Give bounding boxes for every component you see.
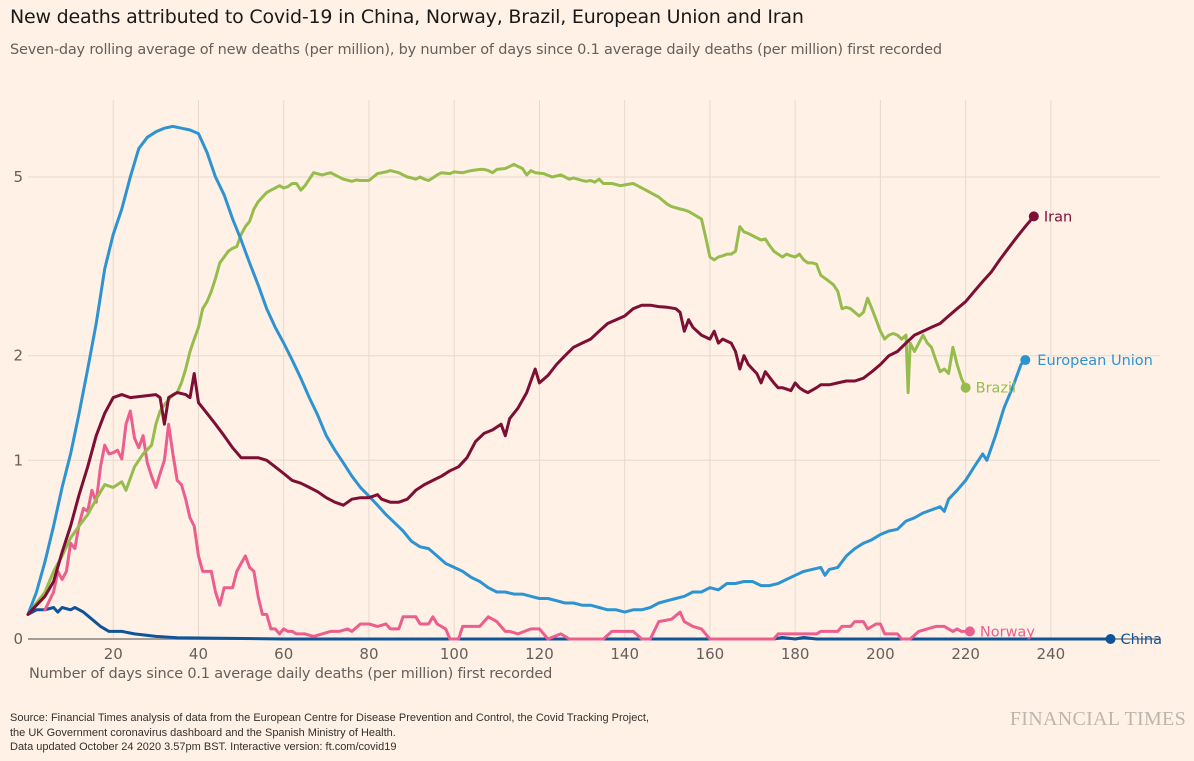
y-axis-ticks: 0 1 2 5 xyxy=(13,168,23,648)
series-end-dot-european-union xyxy=(1020,355,1031,366)
series-end-dot-brazil xyxy=(960,382,971,393)
x-tick-label: 140 xyxy=(610,645,639,663)
source-line-1: Source: Financial Times analysis of data… xyxy=(10,712,649,724)
source-line-3: Data updated October 24 2020 3.57pm BST.… xyxy=(10,741,397,753)
series-line-brazil xyxy=(26,162,968,616)
x-axis-title: Number of days since 0.1 average daily d… xyxy=(29,666,553,682)
series-end-dot-norway xyxy=(964,626,975,637)
series-label-norway: Norway xyxy=(980,624,1035,640)
x-tick-label: 60 xyxy=(274,645,293,663)
x-tick-label: 220 xyxy=(951,645,980,663)
series-end-dot-china xyxy=(1105,634,1116,644)
series-lines xyxy=(26,124,1112,641)
source-line-2: the UK Government coronavirus dashboard … xyxy=(10,726,396,739)
series-label-european-union: European Union xyxy=(1037,353,1153,369)
series-end-labels: China Norway Brazil European Union Iran xyxy=(960,209,1162,648)
x-tick-label: 20 xyxy=(104,645,123,663)
series-line-iran xyxy=(26,214,1036,616)
x-axis-ticks: 20 40 60 80 100 120 140 160 180 200 220 240 xyxy=(104,645,1066,663)
x-tick-label: 200 xyxy=(866,645,895,663)
series-label-china: China xyxy=(1121,632,1162,648)
x-tick-label: 180 xyxy=(781,645,810,663)
series-label-iran: Iran xyxy=(1044,209,1072,225)
y-tick-label: 5 xyxy=(13,168,23,186)
x-tick-label: 160 xyxy=(696,645,725,663)
source-note: Source: Financial Times analysis of data… xyxy=(10,711,649,755)
chart-subtitle: Seven-day rolling average of new deaths … xyxy=(10,42,942,58)
y-tick-label: 1 xyxy=(13,451,23,469)
x-tick-label: 240 xyxy=(1037,645,1066,663)
series-label-brazil: Brazil xyxy=(976,381,1016,397)
x-tick-label: 100 xyxy=(440,645,469,663)
series-line-china xyxy=(26,606,1112,641)
x-tick-label: 80 xyxy=(359,645,378,663)
series-line-norway xyxy=(43,409,972,641)
x-tick-label: 40 xyxy=(189,645,208,663)
y-tick-label: 2 xyxy=(13,347,23,365)
series-line-european-union xyxy=(26,124,1027,616)
y-tick-label: 0 xyxy=(13,630,23,648)
series-end-dot-iran xyxy=(1028,211,1039,222)
ft-logo: FINANCIAL TIMES xyxy=(1009,708,1186,730)
chart-title: New deaths attributed to Covid-19 in Chi… xyxy=(10,6,804,28)
x-tick-label: 120 xyxy=(525,645,554,663)
